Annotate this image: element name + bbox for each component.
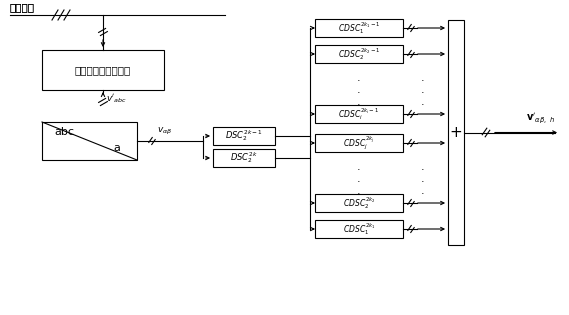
Bar [213,127,275,145]
Text: $\mathit{CDSC_j^{2k_j}}$: $\mathit{CDSC_j^{2k_j}}$ [343,134,375,152]
Text: $\mathit{DSC}_2^{2k-1}$: $\mathit{DSC}_2^{2k-1}$ [225,129,263,143]
Text: ·
·
·: · · · [357,77,361,110]
Text: $\mathit{CDSC_2^{2k_2-1}}$: $\mathit{CDSC_2^{2k_2-1}}$ [338,46,380,62]
Text: +: + [450,125,463,140]
Text: $\mathit{DSC}_2^{2k}$: $\mathit{DSC}_2^{2k}$ [230,151,258,165]
Text: $\mathit{v}_{\alpha\beta}$: $\mathit{v}_{\alpha\beta}$ [157,126,172,137]
Text: $\mathit{CDSC_1^{2k_1-1}}$: $\mathit{CDSC_1^{2k_1-1}}$ [338,20,380,36]
Text: a: a [114,143,121,153]
Bar [448,20,464,245]
Text: ·
·
·: · · · [421,165,425,198]
Bar [315,19,403,37]
Bar [42,50,164,90]
Bar [42,122,137,160]
Text: 负载母线: 负载母线 [10,2,35,12]
Text: 负载母线: 负载母线 [10,2,35,12]
Text: abc: abc [54,127,74,137]
Text: $\mathit{v}'_{abc}$: $\mathit{v}'_{abc}$ [106,93,127,105]
Bar [315,105,403,123]
Text: $\mathit{CDSC_i^{2k_i-1}}$: $\mathit{CDSC_i^{2k_i-1}}$ [339,106,380,122]
Text: $\mathit{CDSC_2^{2k_2}}$: $\mathit{CDSC_2^{2k_2}}$ [343,195,376,211]
Bar [315,194,403,212]
Bar [213,149,275,167]
Text: $\mathbf{v}'_{\alpha\beta,\ h}$: $\mathbf{v}'_{\alpha\beta,\ h}$ [526,112,555,127]
Bar [315,45,403,63]
Text: $\mathit{CDSC_1^{2k_1}}$: $\mathit{CDSC_1^{2k_1}}$ [343,221,376,237]
Text: 信号采集及调理电路: 信号采集及调理电路 [75,65,131,75]
Text: ·
·
·: · · · [421,77,425,110]
Text: ·
·
·: · · · [357,165,361,198]
Bar [315,220,403,238]
Bar [315,134,403,152]
